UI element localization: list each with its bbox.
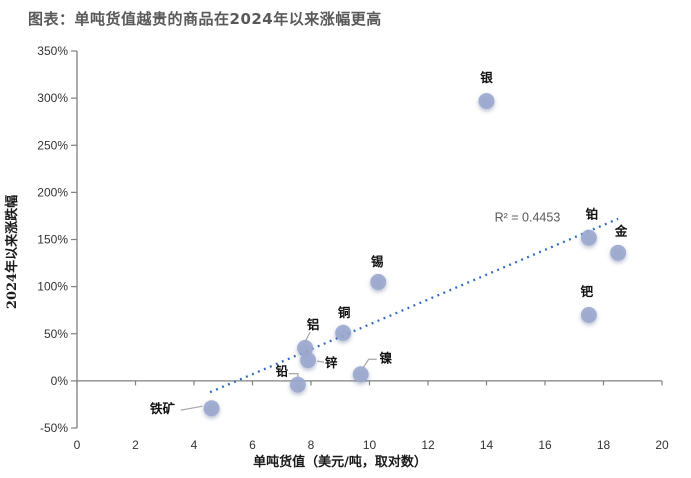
data-points	[203, 92, 627, 417]
data-label-金: 金	[614, 224, 628, 239]
y-tick-label: 100%	[37, 280, 68, 294]
data-label-铝: 铝	[307, 317, 320, 332]
x-axis-title: 单吨货值（美元/吨，取对数）	[253, 454, 427, 470]
data-point-钯	[580, 306, 597, 323]
x-tick-label: 16	[538, 438, 552, 452]
data-point-铁矿	[203, 400, 220, 417]
data-label-镍: 镍	[379, 350, 392, 365]
x-tick-label: 8	[308, 438, 315, 452]
data-label-钯: 钯	[580, 284, 594, 299]
x-tick-label: 4	[191, 438, 198, 452]
x-tick-label: 10	[363, 438, 377, 452]
leader-line-铁矿	[180, 405, 203, 411]
x-tick-label: 12	[421, 438, 435, 452]
data-point-锡	[370, 273, 387, 290]
data-point-铝	[297, 339, 314, 356]
y-tick-label: 350%	[37, 44, 68, 58]
regression-trendline	[209, 217, 619, 394]
data-label-铁矿: 铁矿	[150, 401, 176, 416]
y-axis-title: 2024年以来涨跌幅	[4, 195, 20, 309]
x-tick-label: 20	[655, 438, 669, 452]
y-tick-label: 0%	[51, 374, 69, 388]
chart-title: 图表：单吨货值越贵的商品在2024年以来涨幅更高	[28, 10, 382, 28]
leader-line-锌	[316, 360, 325, 363]
y-tick-label: 300%	[37, 91, 68, 105]
axes: -50% 0% 50% 100% 150% 200% 250% 300% 350% 0 2 4 6 8 10…	[4, 44, 669, 470]
y-tick-label: 50%	[44, 327, 68, 341]
data-point-铜	[335, 324, 352, 341]
x-tick-label: 2	[132, 438, 139, 452]
data-label-锡: 锡	[371, 254, 384, 269]
data-label-铂: 铂	[586, 207, 599, 222]
y-tick-label: 150%	[37, 233, 68, 247]
r-squared-annotation: R² = 0.4453	[495, 211, 561, 225]
x-tick-label: 18	[597, 438, 611, 452]
x-tick-label: 14	[480, 438, 494, 452]
leader-line-镍	[362, 358, 377, 369]
x-tick-label: 0	[74, 438, 81, 452]
data-point-金	[610, 244, 627, 261]
y-tick-label: -50%	[40, 421, 68, 435]
data-label-铜: 铜	[338, 305, 351, 320]
data-point-铅	[289, 376, 306, 393]
data-label-银: 银	[480, 70, 493, 85]
data-point-锌	[300, 352, 317, 369]
x-tick-label: 6	[249, 438, 256, 452]
data-point-银	[478, 92, 495, 109]
trendline	[209, 217, 619, 394]
data-label-铅: 铅	[275, 364, 289, 379]
y-tick-label: 200%	[37, 185, 68, 199]
data-point-铂	[580, 229, 597, 246]
data-point-镍	[352, 366, 369, 383]
data-label-锌: 锌	[325, 355, 338, 370]
y-tick-label: 250%	[37, 138, 68, 152]
